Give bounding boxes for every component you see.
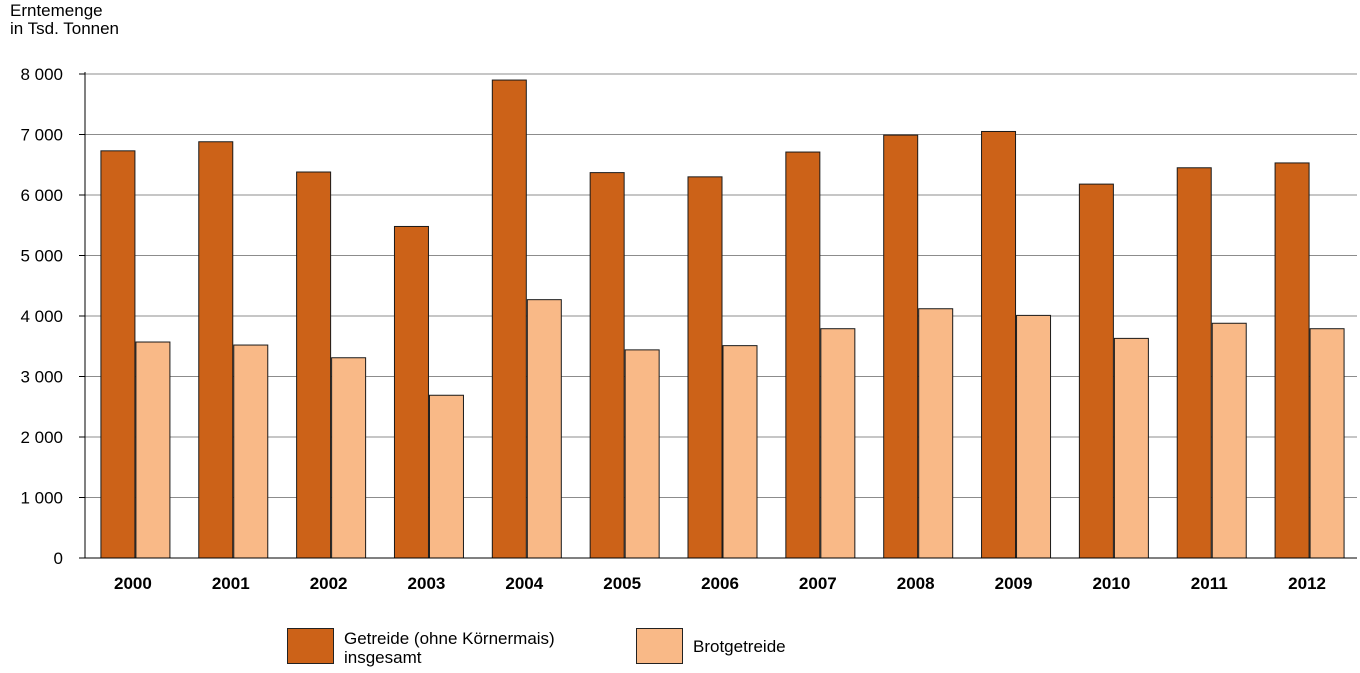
bar [687,176,723,559]
bar [624,349,660,559]
legend-label-brotgetreide-line-1: Brotgetreide [693,637,786,656]
x-tick-label: 2011 [1191,574,1228,593]
y-tick-label: 1 000 [20,489,63,508]
bar [820,328,856,559]
x-tick-label: 2000 [114,574,152,593]
x-tick-label: 2004 [505,574,543,593]
x-tick-label: 2003 [408,574,446,593]
y-axis-title-line-1: Erntemenge [10,1,103,20]
y-tick-label: 7 000 [20,126,63,145]
x-tick-label: 2006 [701,574,739,593]
bar [785,151,821,559]
x-tick-label: 2007 [799,574,837,593]
y-tick-label: 5 000 [20,247,63,266]
y-tick-label: 0 [54,549,63,568]
bar [1113,337,1149,559]
y-tick-label: 3 000 [20,368,63,387]
bar [526,299,562,559]
bar [393,225,429,559]
legend-label-getreide: Getreide (ohne Körnermais) insgesamt [344,629,555,667]
legend-label-getreide-line-2: insgesamt [344,648,422,667]
legend-swatch-brotgetreide [636,628,683,664]
x-tick-label: 2005 [603,574,641,593]
y-tick-label: 4 000 [20,307,63,326]
bar [100,150,136,559]
bar [883,134,919,559]
bar [981,130,1017,559]
legend-item-getreide: Getreide (ohne Körnermais) insgesamt [287,628,555,667]
x-tick-label: 2001 [212,574,250,593]
bar [296,171,332,559]
y-axis-title-line-2: in Tsd. Tonnen [10,19,120,38]
bar [331,357,367,559]
bar [589,172,625,559]
bar [722,345,758,559]
bar [198,141,234,559]
bar-chart: 0 1 000 2 000 3 000 4 000 5 000 6 000 7 000 8 00… [20,65,1357,593]
x-tick-label: 2012 [1288,574,1326,593]
y-tick-label: 2 000 [20,428,63,447]
bar [491,79,527,559]
bar [918,308,954,559]
legend-label-brotgetreide: Brotgetreide [693,637,786,656]
x-tick-label: 2002 [310,574,348,593]
bar [1274,162,1310,559]
bar [135,341,171,559]
x-tick-label: 2009 [995,574,1033,593]
bar [1078,183,1114,559]
bar [1176,167,1212,559]
legend-item-brotgetreide: Brotgetreide [636,628,786,664]
y-tick-label: 8 000 [20,65,63,84]
y-tick-label: 6 000 [20,186,63,205]
bar [1309,328,1345,559]
x-tick-label: 2010 [1092,574,1130,593]
legend-swatch-getreide [287,628,334,664]
bar [233,344,269,559]
bar [1211,322,1247,559]
bar [428,394,464,559]
x-tick-label: 2008 [897,574,935,593]
bar [1016,314,1052,559]
legend-label-getreide-line-1: Getreide (ohne Körnermais) [344,629,555,648]
